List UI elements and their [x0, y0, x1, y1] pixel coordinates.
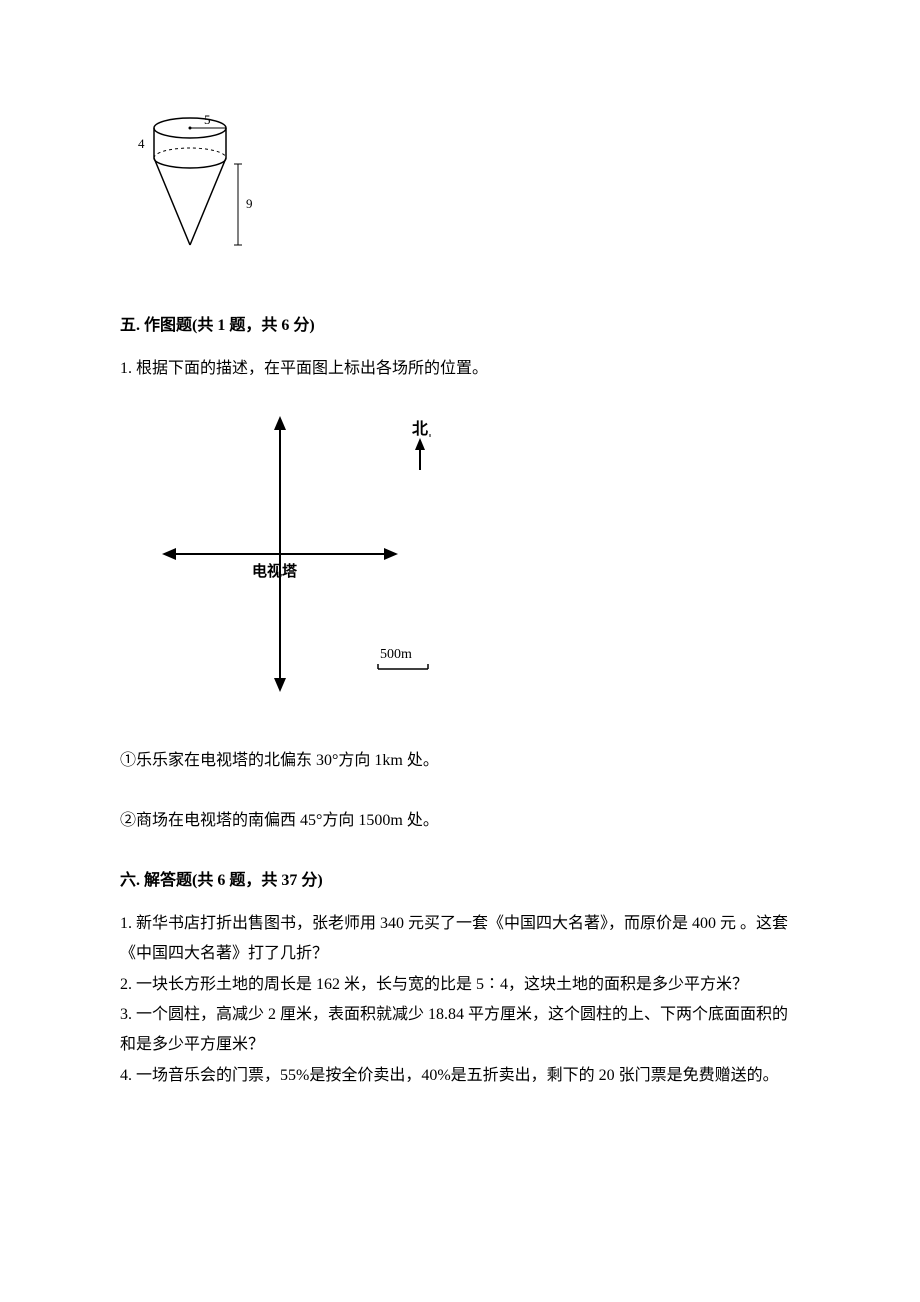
- section-6-q2: 2. 一块长方形土地的周长是 162 米，长与宽的比是 5∶4，这块土地的面积是…: [120, 970, 800, 1000]
- cyl-height-label: 4: [138, 136, 145, 151]
- section-6-heading: 六. 解答题(共 6 题，共 37 分): [120, 866, 800, 896]
- section-5-sub2: ②商场在电视塔的南偏西 45°方向 1500m 处。: [120, 806, 800, 836]
- page: 5 4 9 五. 作图题(共 1 题，共 6 分) 1. 根据下面的描述，在平面…: [0, 0, 920, 1171]
- compass-svg: 电视塔 北 500m: [150, 404, 470, 704]
- scale-label: 500m: [380, 647, 412, 662]
- center-label: 电视塔: [252, 562, 298, 580]
- north-label: 北: [412, 420, 428, 438]
- cylinder-cone-svg: 5 4 9: [120, 110, 260, 260]
- section-6-q1: 1. 新华书店打折出售图书，张老师用 340 元买了一套《中国四大名著》，而原价…: [120, 909, 800, 970]
- figure-cylinder-cone: 5 4 9: [120, 110, 800, 271]
- section-5-sub1: ①乐乐家在电视塔的北偏东 30°方向 1km 处。: [120, 746, 800, 776]
- section-6-questions: 1. 新华书店打折出售图书，张老师用 340 元买了一套《中国四大名著》，而原价…: [120, 909, 800, 1091]
- section-5-q1: 1. 根据下面的描述，在平面图上标出各场所的位置。: [120, 354, 800, 384]
- cone-height-label: 9: [246, 196, 253, 211]
- section-6-q3: 3. 一个圆柱，高减少 2 厘米，表面积就减少 18.84 平方厘米，这个圆柱的…: [120, 1000, 800, 1061]
- compass-diagram: 电视塔 北 500m: [150, 404, 800, 715]
- radius-label: 5: [204, 112, 211, 127]
- section-6-q4: 4. 一场音乐会的门票，55%是按全价卖出，40%是五折卖出，剩下的 20 张门…: [120, 1061, 800, 1091]
- section-5-heading: 五. 作图题(共 1 题，共 6 分): [120, 311, 800, 341]
